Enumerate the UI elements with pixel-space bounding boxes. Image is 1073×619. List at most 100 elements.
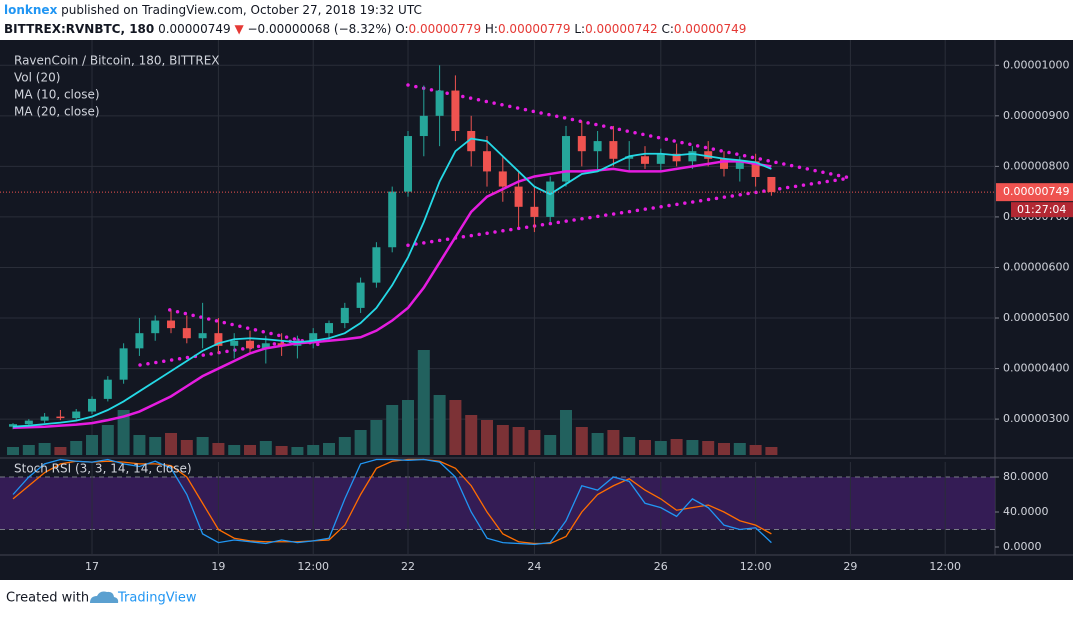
y-tick-label: 0.00000500 — [1003, 311, 1069, 324]
volume-bar — [38, 443, 51, 455]
volume-bar — [465, 415, 478, 455]
author[interactable]: lonknex — [4, 3, 58, 17]
volume-bar — [165, 433, 178, 455]
volume-bar — [196, 437, 209, 455]
volume-bar — [402, 400, 415, 455]
volume-bar — [654, 441, 667, 455]
volume-bar — [386, 405, 399, 455]
candle-body — [562, 136, 571, 182]
ma20-legend: MA (20, close) — [14, 105, 100, 119]
volume-bar — [180, 440, 193, 455]
candle-body — [530, 206, 539, 217]
candle-body — [451, 90, 460, 131]
symbol: BITTREX:RVNBTC, 180 — [4, 22, 154, 36]
candle-body — [767, 176, 776, 193]
volume-bar — [528, 430, 541, 455]
candle-body — [609, 141, 618, 159]
x-tick-label: 22 — [401, 560, 415, 573]
volume-bar — [670, 439, 683, 455]
ohlc-label: O: — [395, 22, 408, 36]
candle-body — [672, 153, 681, 162]
candle-body — [56, 416, 65, 419]
candle-body — [356, 282, 365, 308]
x-tick-label: 12:00 — [929, 560, 961, 573]
candle-body — [546, 181, 555, 217]
volume-bar — [70, 441, 83, 455]
candle-body — [24, 420, 33, 425]
volume-bar — [765, 447, 778, 455]
candle-body — [135, 333, 144, 349]
volume-bar — [623, 437, 636, 455]
x-tick-label: 12:00 — [297, 560, 329, 573]
tradingview-logo[interactable] — [90, 591, 119, 604]
y-tick-label: 0.00000400 — [1003, 362, 1069, 375]
y-tick-label: 0.00000300 — [1003, 412, 1069, 425]
volume-bar — [702, 441, 715, 455]
y-tick-label: 0.00001000 — [1003, 58, 1069, 71]
candle-body — [641, 156, 650, 164]
published: published on TradingView.com, October 27… — [57, 3, 422, 17]
trendline — [138, 338, 303, 367]
volume-bar — [639, 440, 652, 455]
candle-body — [435, 90, 444, 116]
candle-body — [577, 136, 586, 152]
candle-body — [404, 136, 413, 192]
ma10-line — [12, 137, 772, 428]
x-tick-label: 29 — [843, 560, 857, 573]
candle-body — [9, 424, 18, 427]
ohlc-value: 0.00000749 — [674, 22, 747, 36]
volume-bar — [212, 443, 225, 455]
volume-bar — [307, 445, 320, 455]
trendline — [168, 308, 322, 347]
volume-bar — [575, 427, 588, 455]
footer-created: Created with — [6, 591, 89, 606]
ohlc-value: 0.00000779 — [409, 22, 482, 36]
volume-bar — [86, 435, 99, 455]
volume-bar — [560, 410, 573, 455]
volume-bar — [370, 420, 383, 455]
candle-body — [593, 141, 602, 152]
volume-bar — [481, 420, 494, 455]
y-tick-label: 0.00000800 — [1003, 159, 1069, 172]
x-tick-label: 12:00 — [740, 560, 772, 573]
footer-brand[interactable]: TradingView — [117, 591, 197, 606]
candle-body — [498, 171, 507, 187]
volume-bar — [133, 435, 146, 455]
volume-bar — [54, 447, 67, 455]
volume-bar — [149, 437, 162, 455]
volume-bar — [749, 445, 762, 455]
candle-body — [325, 323, 334, 334]
candle-body — [483, 151, 492, 172]
trendline — [406, 176, 853, 247]
candle-body — [72, 411, 81, 419]
y-tick-label: 40.0000 — [1003, 505, 1049, 518]
volume-bar — [544, 435, 557, 455]
ma10-legend: MA (10, close) — [14, 88, 100, 102]
volume-bar — [259, 441, 272, 455]
volume-bar — [417, 350, 430, 455]
ohlc-label: C: — [661, 22, 673, 36]
candle-body — [751, 161, 760, 177]
volume-bar — [228, 445, 241, 455]
candle-body — [372, 247, 381, 283]
candle-body — [704, 151, 713, 159]
candle-body — [735, 161, 744, 169]
ohlc-label: H: — [485, 22, 498, 36]
x-tick-label: 19 — [211, 560, 225, 573]
change: −0.00000068 (−8.32%) — [248, 22, 392, 36]
x-tick-label: 24 — [527, 560, 541, 573]
volume-bar — [101, 425, 114, 455]
ohlc-value: 0.00000742 — [585, 22, 658, 36]
countdown-box — [1011, 202, 1073, 218]
candle-body — [656, 153, 665, 164]
volume-bar — [496, 425, 509, 455]
ohlc-value: 0.00000779 — [498, 22, 571, 36]
candle-body — [103, 379, 112, 399]
countdown-label: 01:27:04 — [1017, 203, 1066, 216]
candle-body — [688, 151, 697, 162]
volume-bar — [7, 447, 20, 455]
volume-bar — [686, 440, 699, 455]
candle-body — [167, 320, 176, 329]
x-tick-label: 17 — [85, 560, 99, 573]
